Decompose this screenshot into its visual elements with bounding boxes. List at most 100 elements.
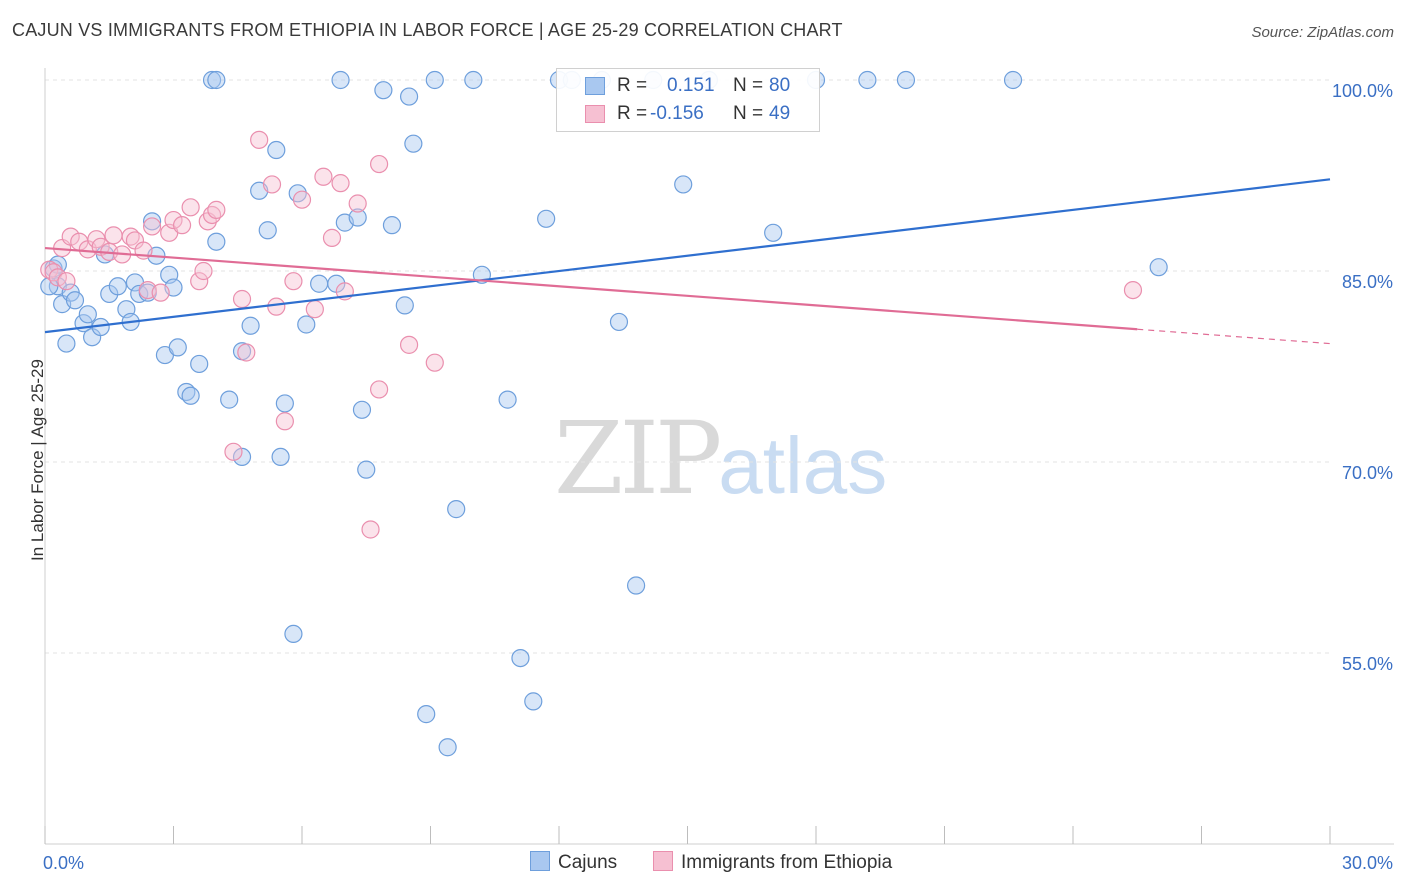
cajun-point [267, 140, 286, 160]
stats-box: R = 0.151 N = 80 R = -0.156 N = 49 [556, 68, 820, 132]
cajun-point [626, 576, 646, 595]
cajun-point [464, 70, 483, 90]
ethiopia-point [1123, 281, 1143, 300]
cajun-point [57, 334, 76, 353]
cajun-point [537, 209, 556, 228]
cajun-point [382, 216, 402, 235]
cajun-point [357, 460, 376, 479]
cajun-point [142, 212, 162, 231]
cajun-point [425, 70, 444, 90]
cajun-point [399, 87, 419, 106]
ethiopia-point [237, 343, 256, 362]
ethiopia-point [104, 226, 123, 245]
cajun-point [275, 394, 294, 413]
cajun-point [271, 447, 290, 467]
cajun-point [108, 277, 127, 296]
x-tick-label: 30.0% [1342, 853, 1393, 873]
source-label: Source: ZipAtlas.com [1251, 24, 1394, 41]
ethiopia-point [399, 335, 419, 354]
ethiopia-point [267, 297, 286, 316]
ethiopia-point [284, 272, 303, 291]
cajun-point [352, 400, 372, 419]
ethiopia-point [48, 268, 67, 287]
cajun-point [609, 312, 629, 332]
legend-label-cajuns: Cajuns [558, 852, 618, 873]
cajun-point [374, 81, 393, 100]
cajun-point [498, 390, 517, 409]
ethiopia-point [370, 380, 389, 399]
watermark-atlas: atlas [718, 421, 888, 510]
cajun-point [65, 291, 85, 310]
legend-item-ethiopia: Immigrants from Ethiopia [653, 851, 892, 874]
watermark-zip: ZIP [554, 400, 722, 517]
ethiopia-point [172, 216, 192, 235]
cajun-trend-line [44, 178, 1331, 334]
ethiopia-point [262, 175, 282, 194]
cajun-point [1003, 70, 1023, 90]
stats-r-label: R = [617, 103, 648, 124]
stats-r-label: R = [617, 75, 648, 96]
cajun-point [348, 208, 367, 227]
cajun-point [417, 705, 436, 724]
y-tick-label: 70.0% [1342, 463, 1393, 483]
stats-swatch-ethiopia [585, 105, 605, 123]
cajun-point [310, 274, 329, 293]
ethiopia-point [322, 228, 342, 247]
ethiopia-point [232, 289, 252, 309]
cajun-point [438, 738, 457, 757]
ethiopia-point [370, 154, 389, 174]
y-tick-label: 85.0% [1342, 272, 1393, 292]
watermark: ZIPatlas [554, 400, 887, 517]
cajun-point [896, 70, 916, 90]
stats-n-value: 80 [769, 75, 791, 96]
cajun-point [524, 692, 543, 711]
stats-n-value: 49 [769, 103, 791, 124]
ethiopia-point [305, 300, 324, 319]
cajun-point [181, 386, 200, 405]
cajun-point [258, 221, 277, 240]
x-tick-label: 0.0% [43, 853, 84, 873]
stats-n-label: N = [733, 75, 764, 96]
ethiopia-point [151, 283, 170, 302]
cajun-point [220, 390, 239, 409]
ethiopia-point [348, 194, 367, 213]
ethiopia-point [181, 198, 200, 217]
cajun-point [395, 296, 414, 315]
legend-item-cajuns: Cajuns [530, 851, 617, 874]
cajun-point [284, 624, 303, 644]
cajun-point [511, 648, 530, 668]
ethiopia-point [194, 261, 213, 281]
legend-swatch-cajuns [530, 851, 550, 871]
cajun-point [232, 447, 252, 467]
ethiopia-point [190, 272, 209, 291]
y-tick-label: 55.0% [1342, 654, 1393, 674]
ethiopia-point [314, 167, 333, 186]
cajun-point [241, 316, 260, 335]
ethiopia-point [164, 210, 183, 230]
stats-r-value: 0.151 [667, 75, 715, 96]
cajun-point [168, 338, 187, 357]
ethiopia-point [57, 272, 76, 291]
stats-r-value: -0.156 [650, 103, 704, 124]
legend-label-ethiopia: Immigrants from Ethiopia [681, 852, 893, 873]
cajun-point [674, 175, 693, 194]
ethiopia-trend-line-extension [1137, 328, 1331, 345]
y-axis-label: In Labor Force | Age 25-29 [28, 359, 47, 561]
cajun-point [404, 134, 423, 153]
cajun-point [297, 315, 316, 334]
chart-title: CAJUN VS IMMIGRANTS FROM ETHIOPIA IN LAB… [12, 20, 843, 40]
ethiopia-point [142, 217, 162, 236]
stats-swatch-cajuns [585, 77, 605, 95]
cajun-point [78, 305, 97, 324]
ethiopia-trend-line [44, 246, 1138, 331]
cajun-point [858, 70, 877, 90]
cajun-point [447, 500, 466, 519]
cajun-point [207, 70, 226, 90]
legend-swatch-ethiopia [653, 851, 673, 871]
cajun-point [207, 232, 226, 251]
cajun-point [331, 70, 350, 90]
stats-n-label: N = [733, 103, 764, 124]
ethiopia-point [250, 130, 269, 149]
cajun-point [764, 223, 783, 242]
